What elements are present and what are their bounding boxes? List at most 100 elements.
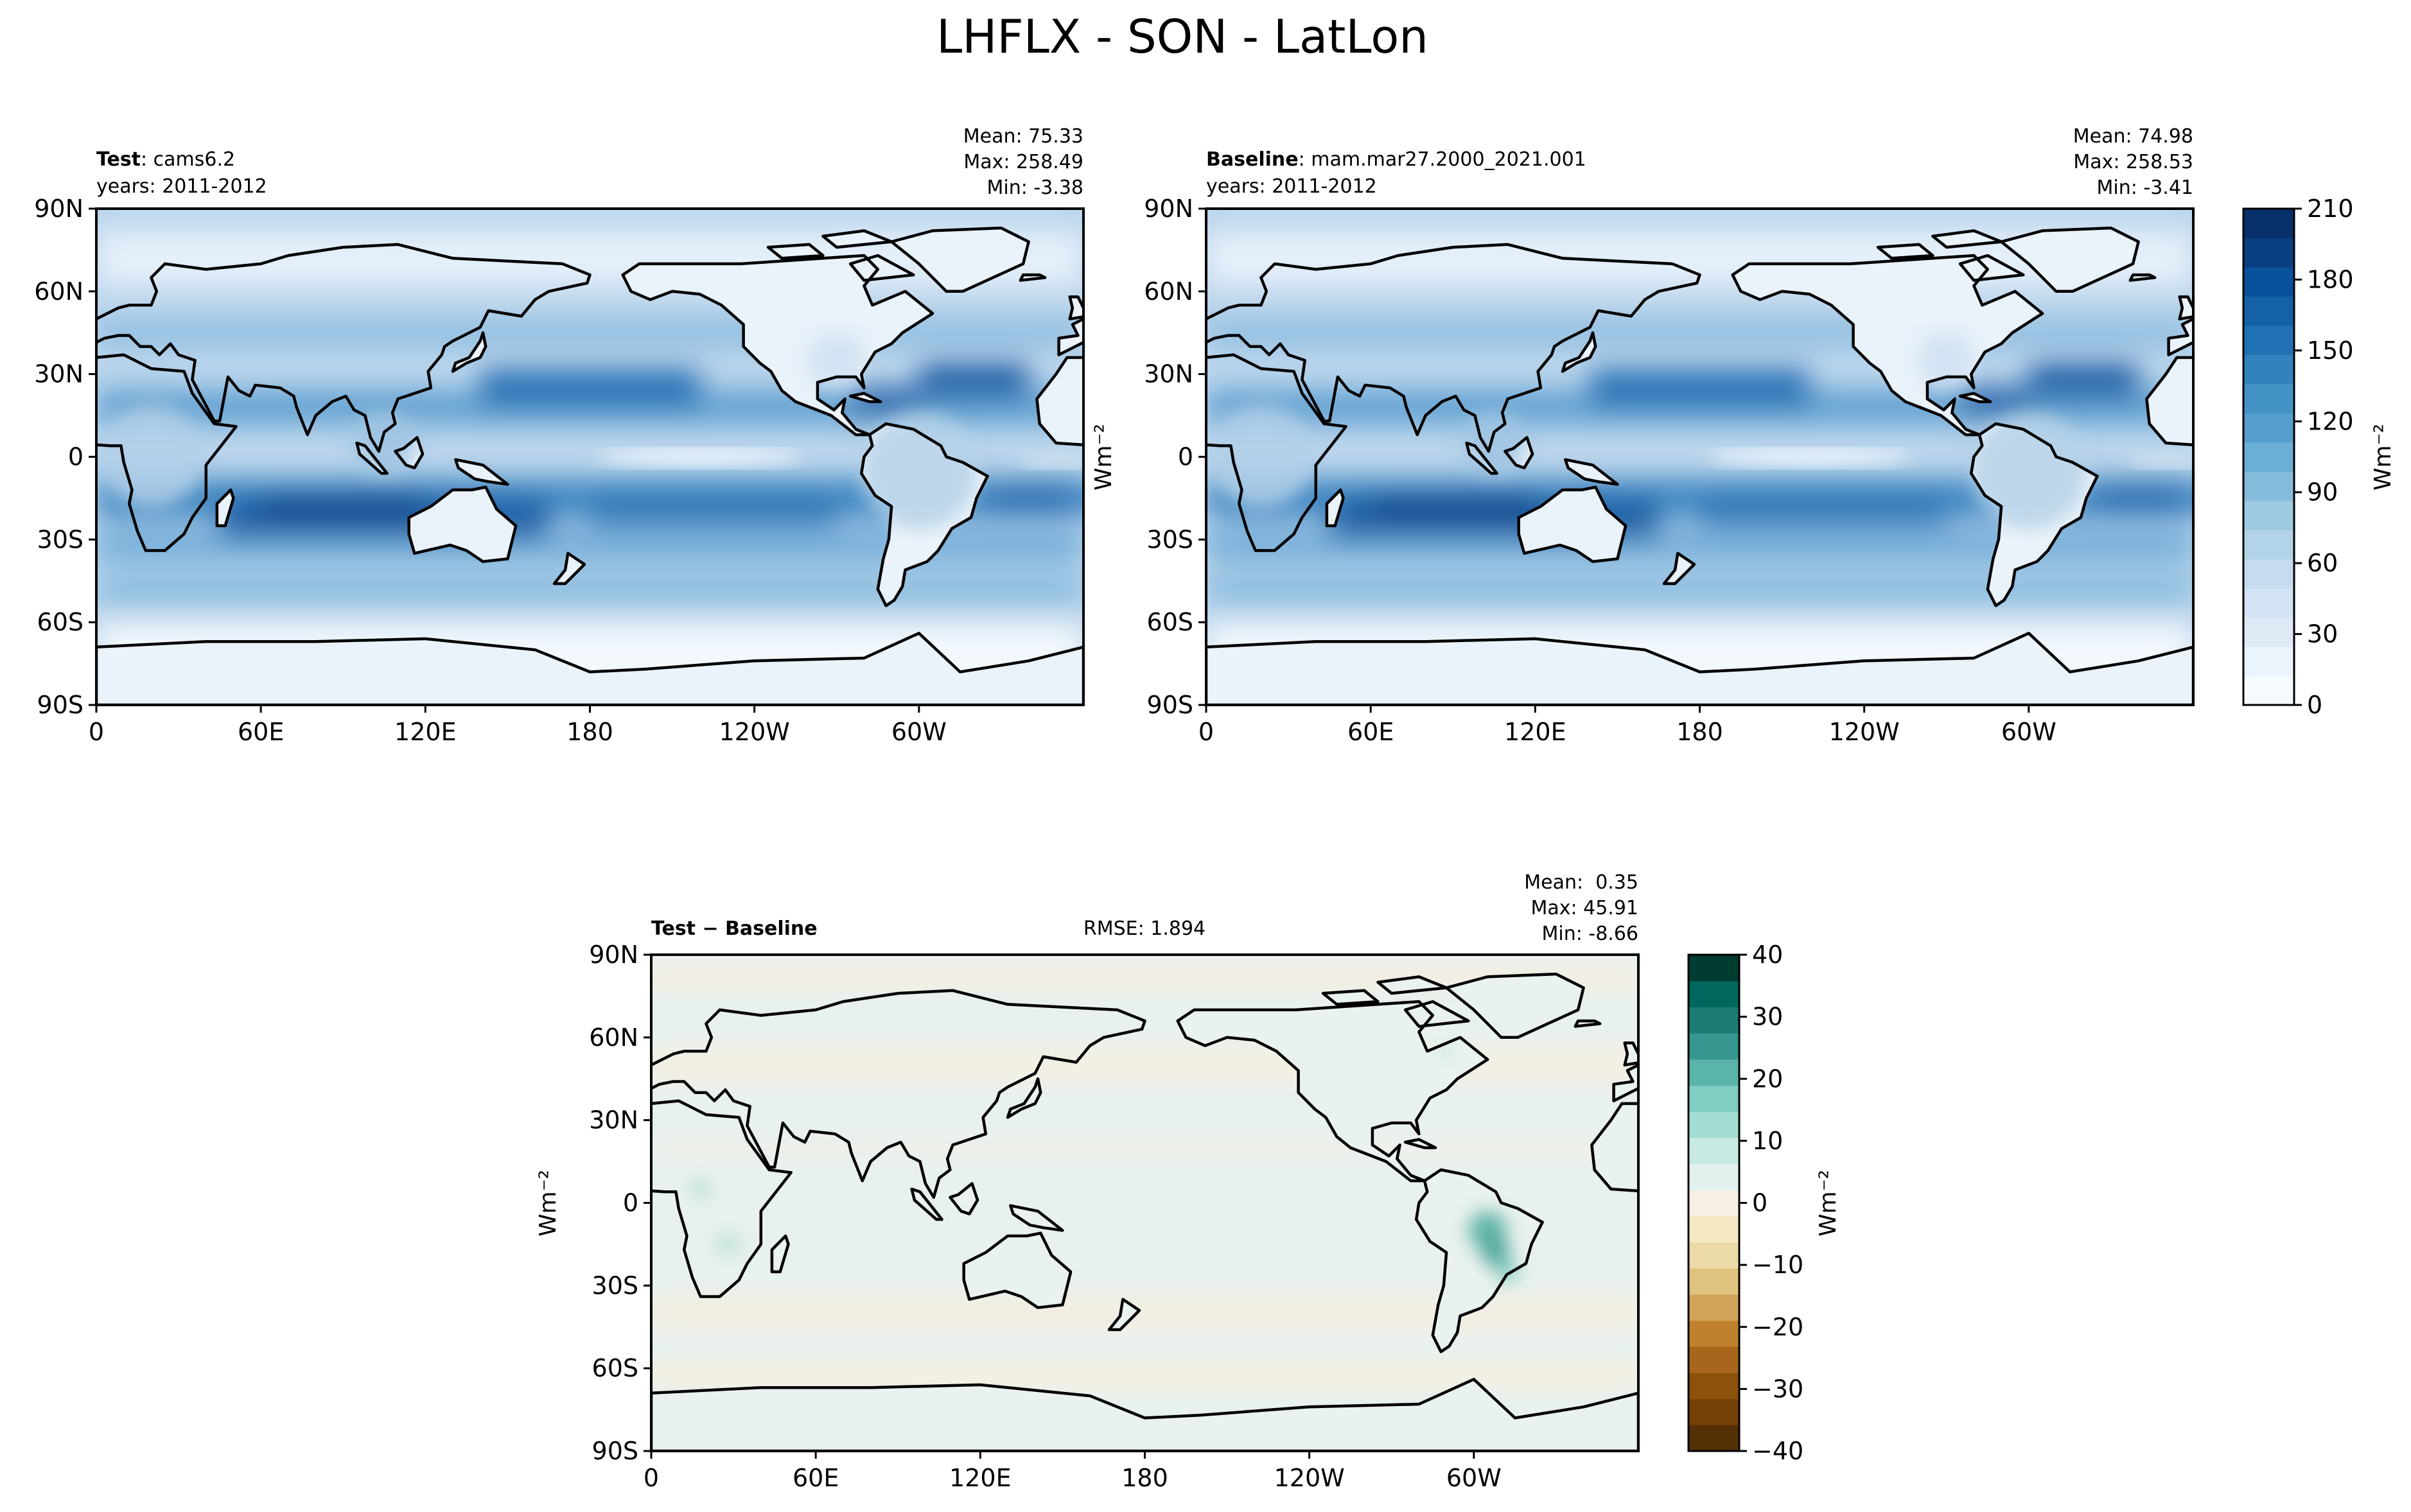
land-newguinea bbox=[1010, 1205, 1063, 1231]
coastline-iceland bbox=[2128, 273, 2157, 282]
baseline-mean: Mean: 74.98 bbox=[2073, 125, 2193, 148]
colorbar-tick-label: 180 bbox=[2307, 265, 2354, 293]
baseline-min: Min: -3.41 bbox=[2097, 177, 2194, 199]
colorbar-swatch bbox=[1688, 1033, 1739, 1060]
colorbar-tick-label: −20 bbox=[1752, 1313, 1803, 1341]
coastline-baffin bbox=[1403, 1000, 1470, 1028]
lat-tick-label: 30S bbox=[37, 525, 83, 553]
diff-unit-label: Wm⁻² bbox=[535, 1170, 561, 1237]
cold-tongue bbox=[1706, 448, 2193, 469]
land-antarctica bbox=[651, 1379, 1638, 1451]
colorbar-swatch bbox=[2243, 559, 2294, 589]
coastline-madagascar bbox=[215, 488, 235, 528]
colorbar-swatch bbox=[2243, 266, 2294, 297]
colorbar-tick-label: −10 bbox=[1752, 1251, 1803, 1279]
lat-tick-label: 0 bbox=[68, 443, 83, 471]
land-arctic1 bbox=[1323, 990, 1378, 1005]
coastline-iceland bbox=[1574, 1019, 1602, 1028]
colorbar-swatch bbox=[1688, 1111, 1739, 1138]
diff-coastlines bbox=[651, 972, 1638, 1451]
coastline-arctic2 bbox=[821, 229, 893, 249]
colorbar-swatch bbox=[1688, 1320, 1739, 1347]
test-coastlines bbox=[96, 226, 1083, 705]
coastline-arctic1 bbox=[1321, 989, 1380, 1006]
colorbar-swatch bbox=[2243, 354, 2294, 385]
diff-panel: Test − Baseline RMSE: 1.894 Mean: 0.35 M… bbox=[535, 871, 1640, 1492]
land-antarctica bbox=[1206, 633, 2193, 705]
colorbar-swatch bbox=[2243, 383, 2294, 413]
lat-tick-label: 60S bbox=[1147, 608, 1193, 636]
lat-tick-label: 30S bbox=[1147, 525, 1193, 553]
diff-panel-title: Test − Baseline bbox=[651, 917, 818, 940]
coastline-madagascar bbox=[1325, 488, 1345, 528]
coastline-uk bbox=[1068, 295, 1083, 321]
coastline-greenland bbox=[890, 226, 1030, 293]
coastline-samerica bbox=[859, 422, 989, 607]
lon-tick-label: 120W bbox=[1829, 718, 1900, 746]
coastline-namerica bbox=[621, 254, 934, 437]
land-madagascar bbox=[1326, 490, 1344, 526]
coastline-samerica bbox=[1969, 422, 2099, 607]
colorbar-tick-label: 30 bbox=[2307, 620, 2338, 648]
colorbar-swatch bbox=[1688, 980, 1739, 1007]
coastline-baffin bbox=[1958, 254, 2025, 282]
colorbar-swatch bbox=[2243, 413, 2294, 443]
coastline-cuba bbox=[1403, 1138, 1437, 1149]
coastline-cuba bbox=[1958, 392, 1992, 403]
colorbar-swatch bbox=[2243, 647, 2294, 677]
coastline-iceland bbox=[1019, 273, 1047, 282]
diff-mean: Mean: 0.35 bbox=[1524, 871, 1638, 894]
coastline-borneo bbox=[394, 436, 425, 469]
lon-tick-label: 180 bbox=[1676, 718, 1723, 746]
diff-rmse: RMSE: 1.894 bbox=[1083, 917, 1206, 940]
diff-hotspots bbox=[694, 1046, 1518, 1282]
colorbar-swatch bbox=[1688, 1059, 1739, 1086]
colorbar-swatch bbox=[2243, 442, 2294, 472]
colorbar-tick-label: 30 bbox=[1752, 1003, 1783, 1031]
colorbar-swatch bbox=[1688, 1242, 1739, 1269]
coastline-samerica bbox=[1414, 1168, 1544, 1353]
lon-tick-label: 120W bbox=[719, 718, 790, 746]
test-mean: Mean: 75.33 bbox=[963, 125, 1083, 148]
colorbar-swatch bbox=[2243, 238, 2294, 268]
test-years: years: 2011-2012 bbox=[96, 175, 267, 198]
coastline-japan bbox=[1561, 331, 1597, 373]
test-heatmap-field bbox=[96, 209, 1083, 705]
test-title-bold: Test bbox=[96, 148, 141, 171]
cold-tongue bbox=[597, 448, 1083, 469]
land-baffin bbox=[1960, 256, 2024, 281]
lat-tick-label: 60N bbox=[589, 1023, 638, 1052]
land-newguinea bbox=[1565, 459, 1618, 485]
coastline-sumatra bbox=[910, 1187, 943, 1221]
colorbar-swatch bbox=[1688, 1372, 1739, 1400]
coastline-nz bbox=[552, 552, 586, 586]
lon-tick-label: 180 bbox=[566, 718, 613, 746]
coastline-arctic1 bbox=[1876, 243, 1934, 260]
colorbar-swatch bbox=[2243, 617, 2294, 647]
land-namerica bbox=[1177, 1002, 1488, 1181]
coastline-newguinea bbox=[1009, 1204, 1064, 1232]
land-baffin bbox=[850, 256, 914, 281]
coastline-eurasia-wrap bbox=[96, 243, 592, 453]
coastline-antarctica bbox=[96, 632, 1083, 705]
colorbar-tick-label: 0 bbox=[2307, 691, 2322, 719]
coastline-australia bbox=[1517, 485, 1627, 563]
colorbar-tick-label: 210 bbox=[2307, 195, 2354, 223]
diff-lat-axis: 90N 60N 30N 0 30S 60S 90S bbox=[589, 941, 651, 1465]
diff-heatmap-field bbox=[651, 955, 1638, 1451]
land-borneo bbox=[950, 1183, 978, 1214]
lon-tick-label: 180 bbox=[1121, 1464, 1168, 1492]
land-australia bbox=[963, 1233, 1071, 1308]
baseline-panel-title: Baseline: mam.mar27.2000_2021.001 bbox=[1206, 148, 1586, 171]
lon-tick-label: 120E bbox=[1504, 718, 1566, 746]
colorbar-tick-label: −40 bbox=[1752, 1437, 1803, 1465]
colorbar-swatch bbox=[1688, 1294, 1739, 1321]
baseline-years: years: 2011-2012 bbox=[1206, 175, 1377, 198]
lat-tick-label: 30S bbox=[592, 1271, 638, 1299]
lon-tick-label: 60W bbox=[891, 718, 947, 746]
coastline-namerica bbox=[1731, 254, 2044, 437]
diff-colorbar-label: Wm⁻² bbox=[1815, 1170, 1841, 1237]
coastline-africa-wrap bbox=[651, 1099, 793, 1298]
coastline-africa-wrap bbox=[96, 353, 238, 552]
coastline-borneo bbox=[1504, 436, 1534, 469]
